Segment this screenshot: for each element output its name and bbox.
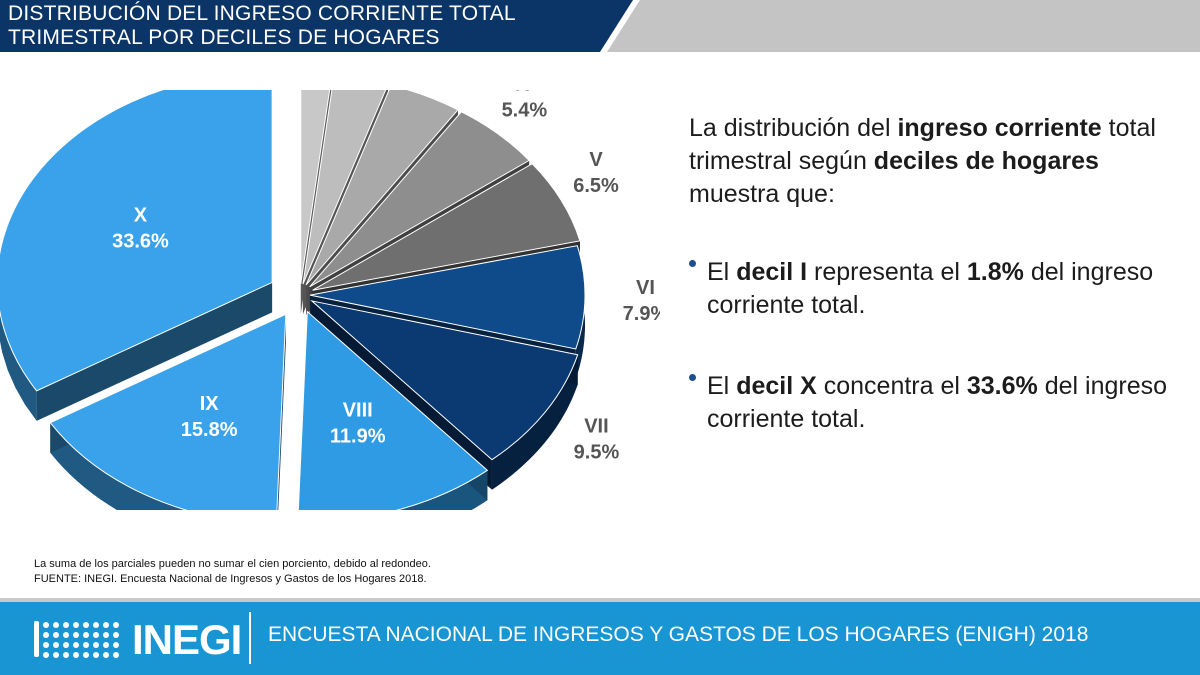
page-title: DISTRIBUCIÓN DEL INGRESO CORRIENTE TOTAL… (8, 2, 628, 50)
pie-category-label: X (134, 205, 148, 227)
pie-slice-wall (0, 90, 273, 421)
pie-category-label: VI (636, 277, 655, 299)
pie-slice-top (49, 313, 287, 510)
inegi-logo-text: INEGI (132, 616, 242, 663)
footnotes: La suma de los parciales pueden no sumar… (34, 557, 431, 587)
pie-category-label: IV (515, 90, 535, 95)
desc-part-2: total trimestral según (689, 114, 1156, 175)
header-shape (0, 0, 1200, 52)
bullet-dot-icon (689, 260, 696, 267)
inegi-dots-icon (34, 621, 119, 658)
footer-bar: INEGI ENCUESTA NACIONAL DE INGRESOS Y GA… (0, 598, 1200, 675)
footer-divider (249, 612, 251, 664)
bullet-bold-part: decil X (736, 372, 817, 400)
pie-value-label: 7.9% (623, 303, 660, 325)
rounding-note: La suma de los parciales pueden no sumar… (34, 558, 431, 570)
pie-category-label: V (589, 149, 603, 171)
pie-value-label: 11.9% (330, 425, 386, 447)
pie-slice-IX (49, 313, 287, 510)
pie-slice-side (36, 282, 273, 421)
pie-slice-top (310, 300, 579, 461)
survey-name: ENCUESTA NACIONAL DE INGRESOS Y GASTOS D… (268, 623, 1089, 646)
description-text: La distribución del ingreso corriente to… (689, 112, 1169, 211)
footer-top-line (0, 598, 1200, 602)
inegi-logo: INEGI (32, 616, 242, 663)
pie-chart: I1.8%II3.2%III4.3%IV5.4%V6.5%VI7.9%VII9.… (0, 90, 660, 510)
title-line-1: DISTRIBUCIÓN DEL INGRESO CORRIENTE TOTAL (8, 2, 516, 25)
pie-slice-top (309, 245, 586, 350)
bullet-text-part: El (707, 372, 737, 400)
title-line-2: TRIMESTRAL POR DECILES DE HOGARES (8, 26, 440, 49)
bullet-text: El decil I representa el 1.8% del ingres… (707, 256, 1167, 322)
pie-slice-wall (397, 470, 488, 510)
bullet-text-part: concentra el (816, 372, 967, 400)
desc-bold-1: ingreso corriente (897, 114, 1102, 142)
bullet-bold-part: 33.6% (966, 372, 1038, 400)
bullet-dot-icon (689, 374, 696, 381)
desc-bold-2: deciles de hogares (873, 147, 1099, 175)
bullet-text: El decil X concentra el 33.6% del ingres… (707, 370, 1167, 436)
bullet-text-part: El (707, 258, 737, 286)
pie-slice-top (305, 90, 459, 286)
pie-category-label: VIII (343, 399, 373, 421)
pie-slice-top (0, 90, 273, 392)
bullet-bold-part: 1.8% (966, 258, 1024, 286)
header-bar: DISTRIBUCIÓN DEL INGRESO CORRIENTE TOTAL… (0, 0, 1200, 52)
bullet-text-part: representa el (807, 258, 967, 286)
source-note: FUENTE: INEGI. Encuesta Nacional de Ingr… (34, 573, 427, 585)
pie-value-label: 33.6% (112, 231, 169, 253)
pie-slice-wall (491, 354, 578, 490)
header-title-band (0, 0, 633, 52)
bullet-text-part: del ingreso corriente total. (707, 372, 1168, 433)
pie-slice-VIII (297, 310, 489, 510)
pie-slice-X (0, 90, 273, 421)
desc-part-3: muestra que: (689, 180, 835, 208)
pie-category-label: IX (200, 393, 220, 415)
pie-slice-top (312, 163, 581, 291)
pie-value-label: 5.4% (502, 99, 548, 121)
desc-part-1: La distribución del (689, 114, 898, 142)
pie-slice-top (297, 310, 489, 510)
pie-category-label: VII (584, 416, 608, 438)
pie-slice-top (302, 90, 387, 285)
pie-value-label: 15.8% (181, 419, 238, 441)
pie-slice-top (300, 90, 331, 284)
pie-value-label: 6.5% (573, 175, 619, 197)
bullet-text-part: del ingreso corriente total. (707, 258, 1154, 319)
pie-slice-wall (50, 422, 187, 510)
pie-slice-top (309, 111, 530, 288)
pie-value-label: 9.5% (574, 442, 620, 464)
header-stripe (607, 0, 1200, 52)
bullet-bold-part: decil I (736, 258, 808, 286)
